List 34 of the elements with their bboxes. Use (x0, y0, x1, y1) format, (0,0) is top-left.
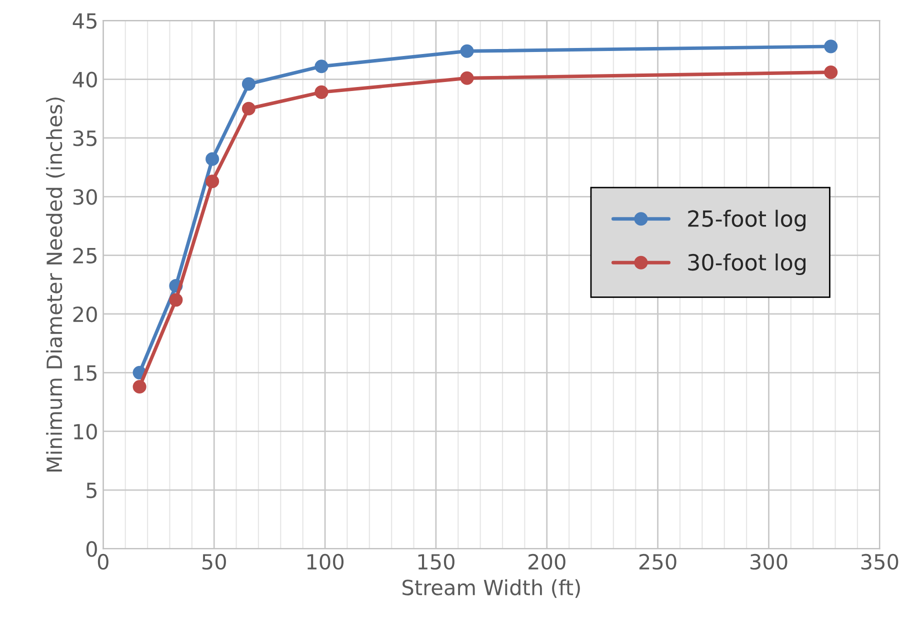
y-tick-label: 20 (73, 306, 97, 322)
point (314, 60, 328, 74)
point (169, 293, 183, 307)
x-tick-label: 50 (202, 554, 226, 570)
y-tick-label: 5 (86, 482, 96, 498)
point (314, 85, 328, 99)
y-tick-label: 0 (86, 541, 97, 557)
point (242, 102, 256, 116)
point (242, 77, 256, 91)
point (132, 380, 146, 394)
y-tick-label: 15 (74, 365, 96, 381)
y-tick-label: 40 (72, 72, 97, 88)
point (206, 174, 220, 188)
y-tick-label: 30 (73, 189, 97, 205)
point (206, 152, 220, 166)
x-axis-title: Stream Width (ft) (402, 579, 580, 598)
legend-label: 25-foot log (688, 210, 806, 232)
point (460, 44, 474, 58)
y-tick-label: 45 (72, 13, 96, 29)
x-tick-label: 350 (861, 554, 898, 570)
y-tick-label: 35 (73, 130, 96, 146)
x-tick-label: 150 (418, 554, 454, 570)
point (460, 71, 474, 85)
legend-label: 30-foot log (688, 254, 806, 276)
x-tick-label: 250 (639, 554, 676, 570)
x-tick-label: 100 (307, 554, 344, 570)
x-tick-label: 300 (750, 554, 788, 570)
y-axis-title: Minimum Diameter Needed (inches) (46, 98, 65, 472)
x-tick-label: 200 (528, 554, 566, 570)
point (824, 40, 838, 54)
x-tick-label: 0 (98, 554, 108, 570)
y-tick-label: 25 (73, 248, 96, 264)
y-tick-label: 10 (74, 424, 97, 440)
point (824, 65, 838, 80)
